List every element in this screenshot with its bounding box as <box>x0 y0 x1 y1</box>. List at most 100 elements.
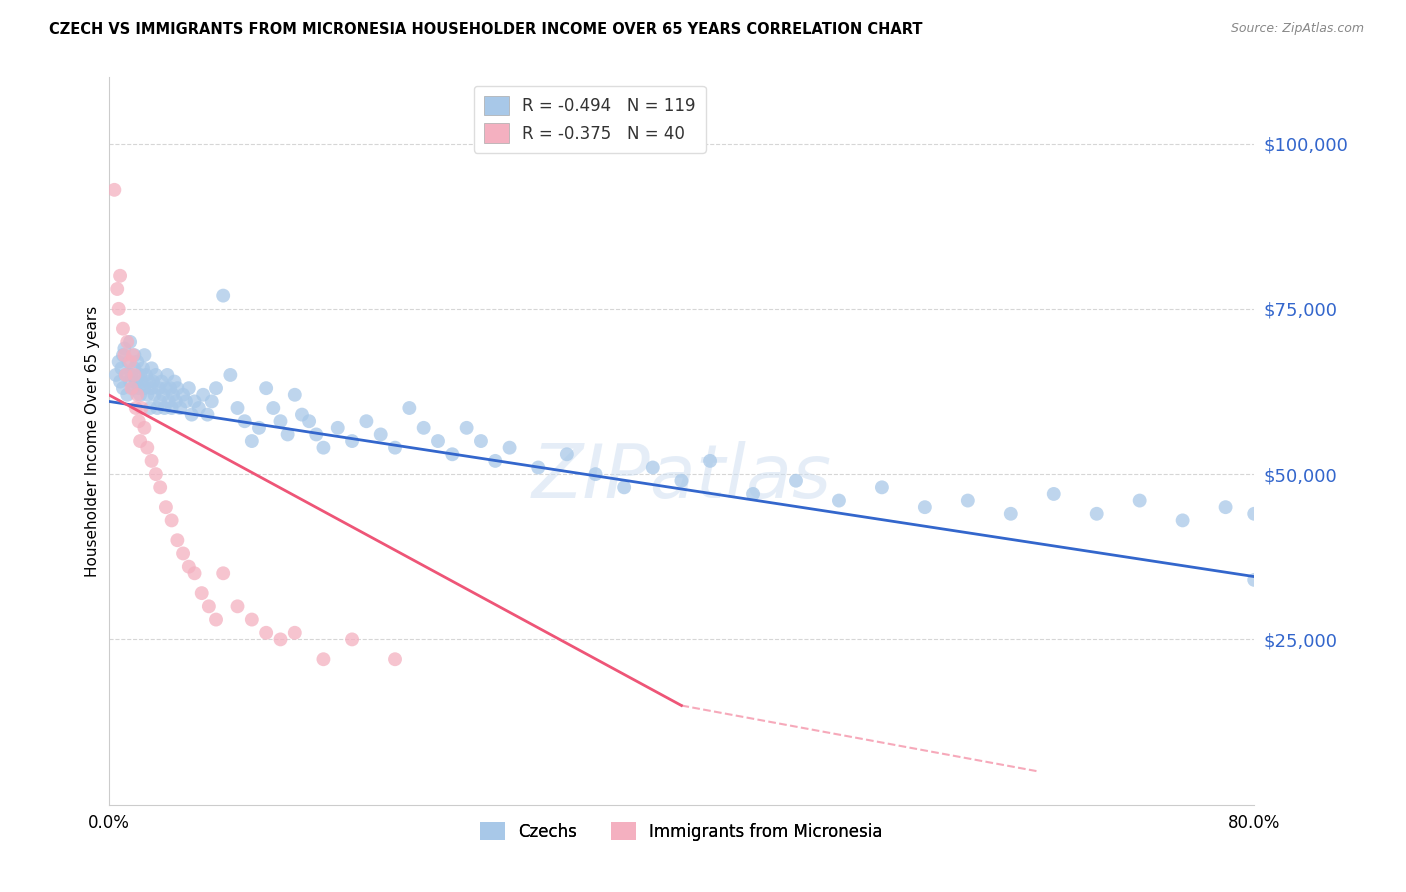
Point <box>169 401 191 415</box>
Point <box>427 434 450 448</box>
Point <box>159 381 181 395</box>
Point <box>641 460 664 475</box>
Point <box>127 388 149 402</box>
Point <box>155 381 177 395</box>
Point <box>284 625 307 640</box>
Point <box>110 361 132 376</box>
Text: ZIPatlas: ZIPatlas <box>531 442 831 514</box>
Point <box>956 493 979 508</box>
Point <box>370 427 392 442</box>
Legend: Czechs, Immigrants from Micronesia: Czechs, Immigrants from Micronesia <box>474 815 889 847</box>
Point <box>699 454 721 468</box>
Point <box>191 388 214 402</box>
Point <box>121 368 143 382</box>
Point <box>145 467 167 482</box>
Point <box>131 375 153 389</box>
Point <box>112 342 135 356</box>
Point <box>128 381 150 395</box>
Point <box>136 388 159 402</box>
Point <box>128 414 150 428</box>
Point <box>284 388 307 402</box>
Point <box>1129 493 1152 508</box>
Point <box>141 381 163 395</box>
Point <box>117 334 139 349</box>
Y-axis label: Householder Income Over 65 years: Householder Income Over 65 years <box>86 305 100 577</box>
Point <box>312 441 335 455</box>
Point <box>212 288 235 302</box>
Point <box>107 355 129 369</box>
Point <box>141 454 163 468</box>
Point <box>247 421 270 435</box>
Point <box>1215 500 1237 515</box>
Point <box>205 381 228 395</box>
Point <box>105 282 128 296</box>
Point <box>134 381 156 395</box>
Point <box>585 467 607 482</box>
Point <box>134 348 156 362</box>
Point <box>613 480 636 494</box>
Point <box>108 375 131 389</box>
Point <box>114 368 136 382</box>
Point <box>155 500 177 515</box>
Point <box>527 460 550 475</box>
Point <box>163 375 186 389</box>
Point <box>1085 507 1108 521</box>
Point <box>177 559 200 574</box>
Point <box>121 381 143 395</box>
Point <box>165 394 187 409</box>
Text: Source: ZipAtlas.com: Source: ZipAtlas.com <box>1230 22 1364 36</box>
Point <box>197 408 219 422</box>
Point <box>166 533 188 548</box>
Point <box>277 427 299 442</box>
Point <box>291 408 314 422</box>
Point <box>183 566 205 581</box>
Point <box>183 394 205 409</box>
Point <box>384 652 406 666</box>
Point <box>219 368 242 382</box>
Point <box>870 480 893 494</box>
Point <box>104 368 127 382</box>
Point <box>111 348 134 362</box>
Point <box>125 401 148 415</box>
Point <box>111 321 134 335</box>
Point <box>356 414 378 428</box>
Point <box>156 368 179 382</box>
Point <box>153 401 176 415</box>
Point <box>120 375 142 389</box>
Point <box>312 652 335 666</box>
Point <box>1243 507 1265 521</box>
Point <box>141 361 163 376</box>
Point <box>1042 487 1064 501</box>
Point <box>150 375 173 389</box>
Point <box>124 361 146 376</box>
Point <box>226 599 249 614</box>
Point <box>190 586 212 600</box>
Point <box>305 427 328 442</box>
Point <box>138 375 160 389</box>
Point <box>132 361 155 376</box>
Point <box>149 480 172 494</box>
Point <box>108 268 131 283</box>
Point <box>162 388 184 402</box>
Point <box>470 434 492 448</box>
Point <box>828 493 851 508</box>
Point <box>340 434 363 448</box>
Point <box>742 487 765 501</box>
Point <box>785 474 807 488</box>
Point <box>134 421 156 435</box>
Point <box>157 394 180 409</box>
Point <box>139 401 162 415</box>
Point <box>269 632 291 647</box>
Point <box>112 348 135 362</box>
Point <box>122 348 145 362</box>
Point <box>166 381 188 395</box>
Point <box>124 348 146 362</box>
Point <box>298 414 321 428</box>
Point <box>180 408 202 422</box>
Point <box>107 301 129 316</box>
Point <box>174 394 197 409</box>
Point <box>148 381 170 395</box>
Point <box>136 441 159 455</box>
Point <box>114 368 136 382</box>
Point <box>398 401 420 415</box>
